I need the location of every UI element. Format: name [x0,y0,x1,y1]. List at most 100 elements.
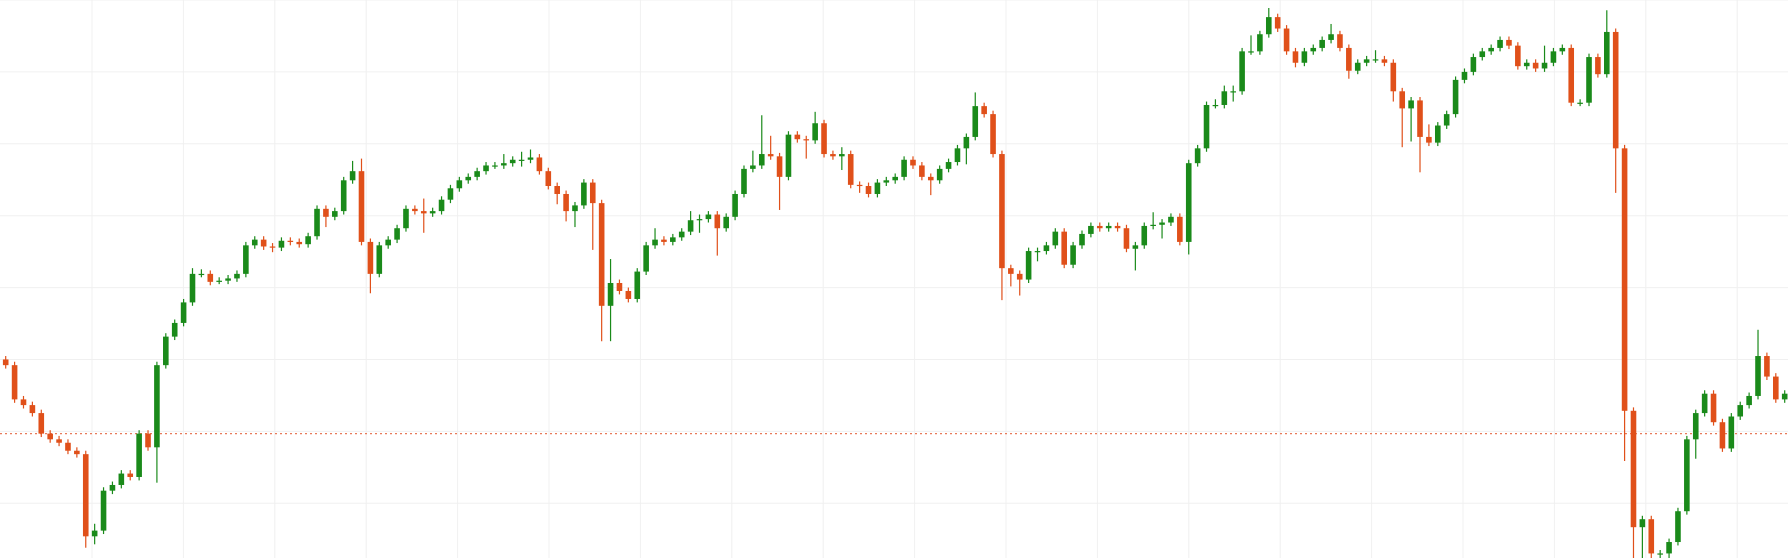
candle-body [349,171,356,181]
candle-body [29,405,36,414]
candle-body [1319,39,1325,48]
candle-body [1781,393,1788,400]
candle-body [839,154,845,157]
candle-body [447,188,454,200]
candle-body [1541,62,1548,69]
candle-body [367,241,374,274]
candle-body [1728,416,1735,449]
candle-body [269,246,276,248]
candle-body [723,216,729,229]
candle-body [1212,104,1219,107]
candle-body [234,273,240,279]
candle-body [776,156,783,177]
candle-body [634,271,641,299]
candle-body [483,165,489,172]
candle-body [1746,395,1752,406]
candle-body [74,450,80,455]
candle-body [47,433,53,440]
candle-body [1710,393,1717,423]
candle-body [1221,91,1228,105]
candle-body [1008,268,1014,274]
candle-body [1595,57,1601,75]
candle-body [563,193,569,212]
candle-body [127,473,134,477]
candle-body [936,168,943,181]
candle-body [287,240,294,242]
candle-body [652,239,658,246]
candle-body [812,123,818,141]
candle-body [1719,422,1726,449]
candle-body [830,154,836,157]
candle-body [1372,59,1379,61]
candle-body [358,171,365,242]
candle-body [1443,114,1450,126]
candle-body [1337,34,1343,48]
candle-body [1381,59,1388,63]
candle-body [847,154,854,185]
candle-body [376,245,383,274]
candle-body [296,241,303,245]
candle-body [919,165,925,177]
candle-body [465,176,472,181]
candle-body [1577,102,1583,104]
candle-body [456,180,463,189]
candle-body [1755,356,1761,396]
candle-body [1363,59,1370,63]
candle-body [243,245,249,274]
candle-body [145,433,151,448]
candle-body [527,157,534,160]
candle-body [1586,57,1592,103]
candle-body [403,208,409,229]
candle-body [38,413,45,434]
candle-body [856,184,863,187]
candle-body [874,182,881,194]
candle-body [1612,31,1619,149]
candle-body [501,163,507,166]
candle-body [1497,39,1503,48]
candle-body [492,165,498,167]
candle-body [1426,136,1432,143]
candle-body [509,159,516,164]
candle-body [429,211,436,214]
candle-body [750,165,756,169]
candle-body [1666,542,1672,554]
candle-body [82,454,89,537]
candle-body [91,530,98,537]
candle-body [1150,224,1156,226]
candle-body [954,148,961,163]
candle-body [714,214,721,229]
candle-body [661,239,667,242]
candle-body [216,280,222,282]
candle-body [1648,519,1655,554]
candle-body [1016,273,1023,280]
candle-body [260,239,267,247]
candle-body [1203,104,1210,149]
candle-body [643,245,649,272]
candle-body [1132,245,1139,249]
candle-body [625,290,632,299]
candle-body [732,193,738,217]
candle-body [518,159,525,161]
candle-body [412,208,418,212]
candle-body [678,231,685,238]
candle-body [1461,71,1468,80]
candle-body [1105,225,1112,229]
candle-body [1764,356,1770,377]
candle-body [163,336,169,366]
candle-body [696,219,703,221]
candle-body [1684,439,1690,512]
candle-body [118,473,125,485]
candle-body [1737,405,1744,417]
candle-body [607,282,614,306]
candle-body [340,180,347,212]
candle-body [1230,91,1237,93]
candle-body [1034,251,1041,253]
candle-body [536,157,543,172]
candle-body [927,176,934,181]
candle-body [1434,125,1441,143]
candle-body [990,114,996,155]
candle-body [314,208,320,237]
candle-body [2,359,9,366]
candle-body [741,168,747,194]
